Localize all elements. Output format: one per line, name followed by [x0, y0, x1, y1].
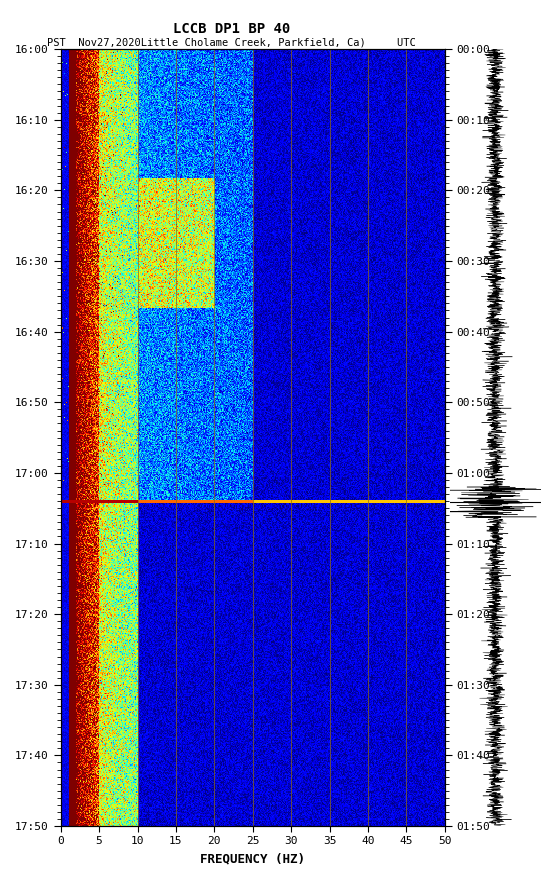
X-axis label: FREQUENCY (HZ): FREQUENCY (HZ): [200, 852, 305, 865]
Text: PST  Nov27,2020Little Cholame Creek, Parkfield, Ca)     UTC: PST Nov27,2020Little Cholame Creek, Park…: [47, 38, 416, 47]
Text: LCCB DP1 BP 40: LCCB DP1 BP 40: [173, 22, 290, 36]
